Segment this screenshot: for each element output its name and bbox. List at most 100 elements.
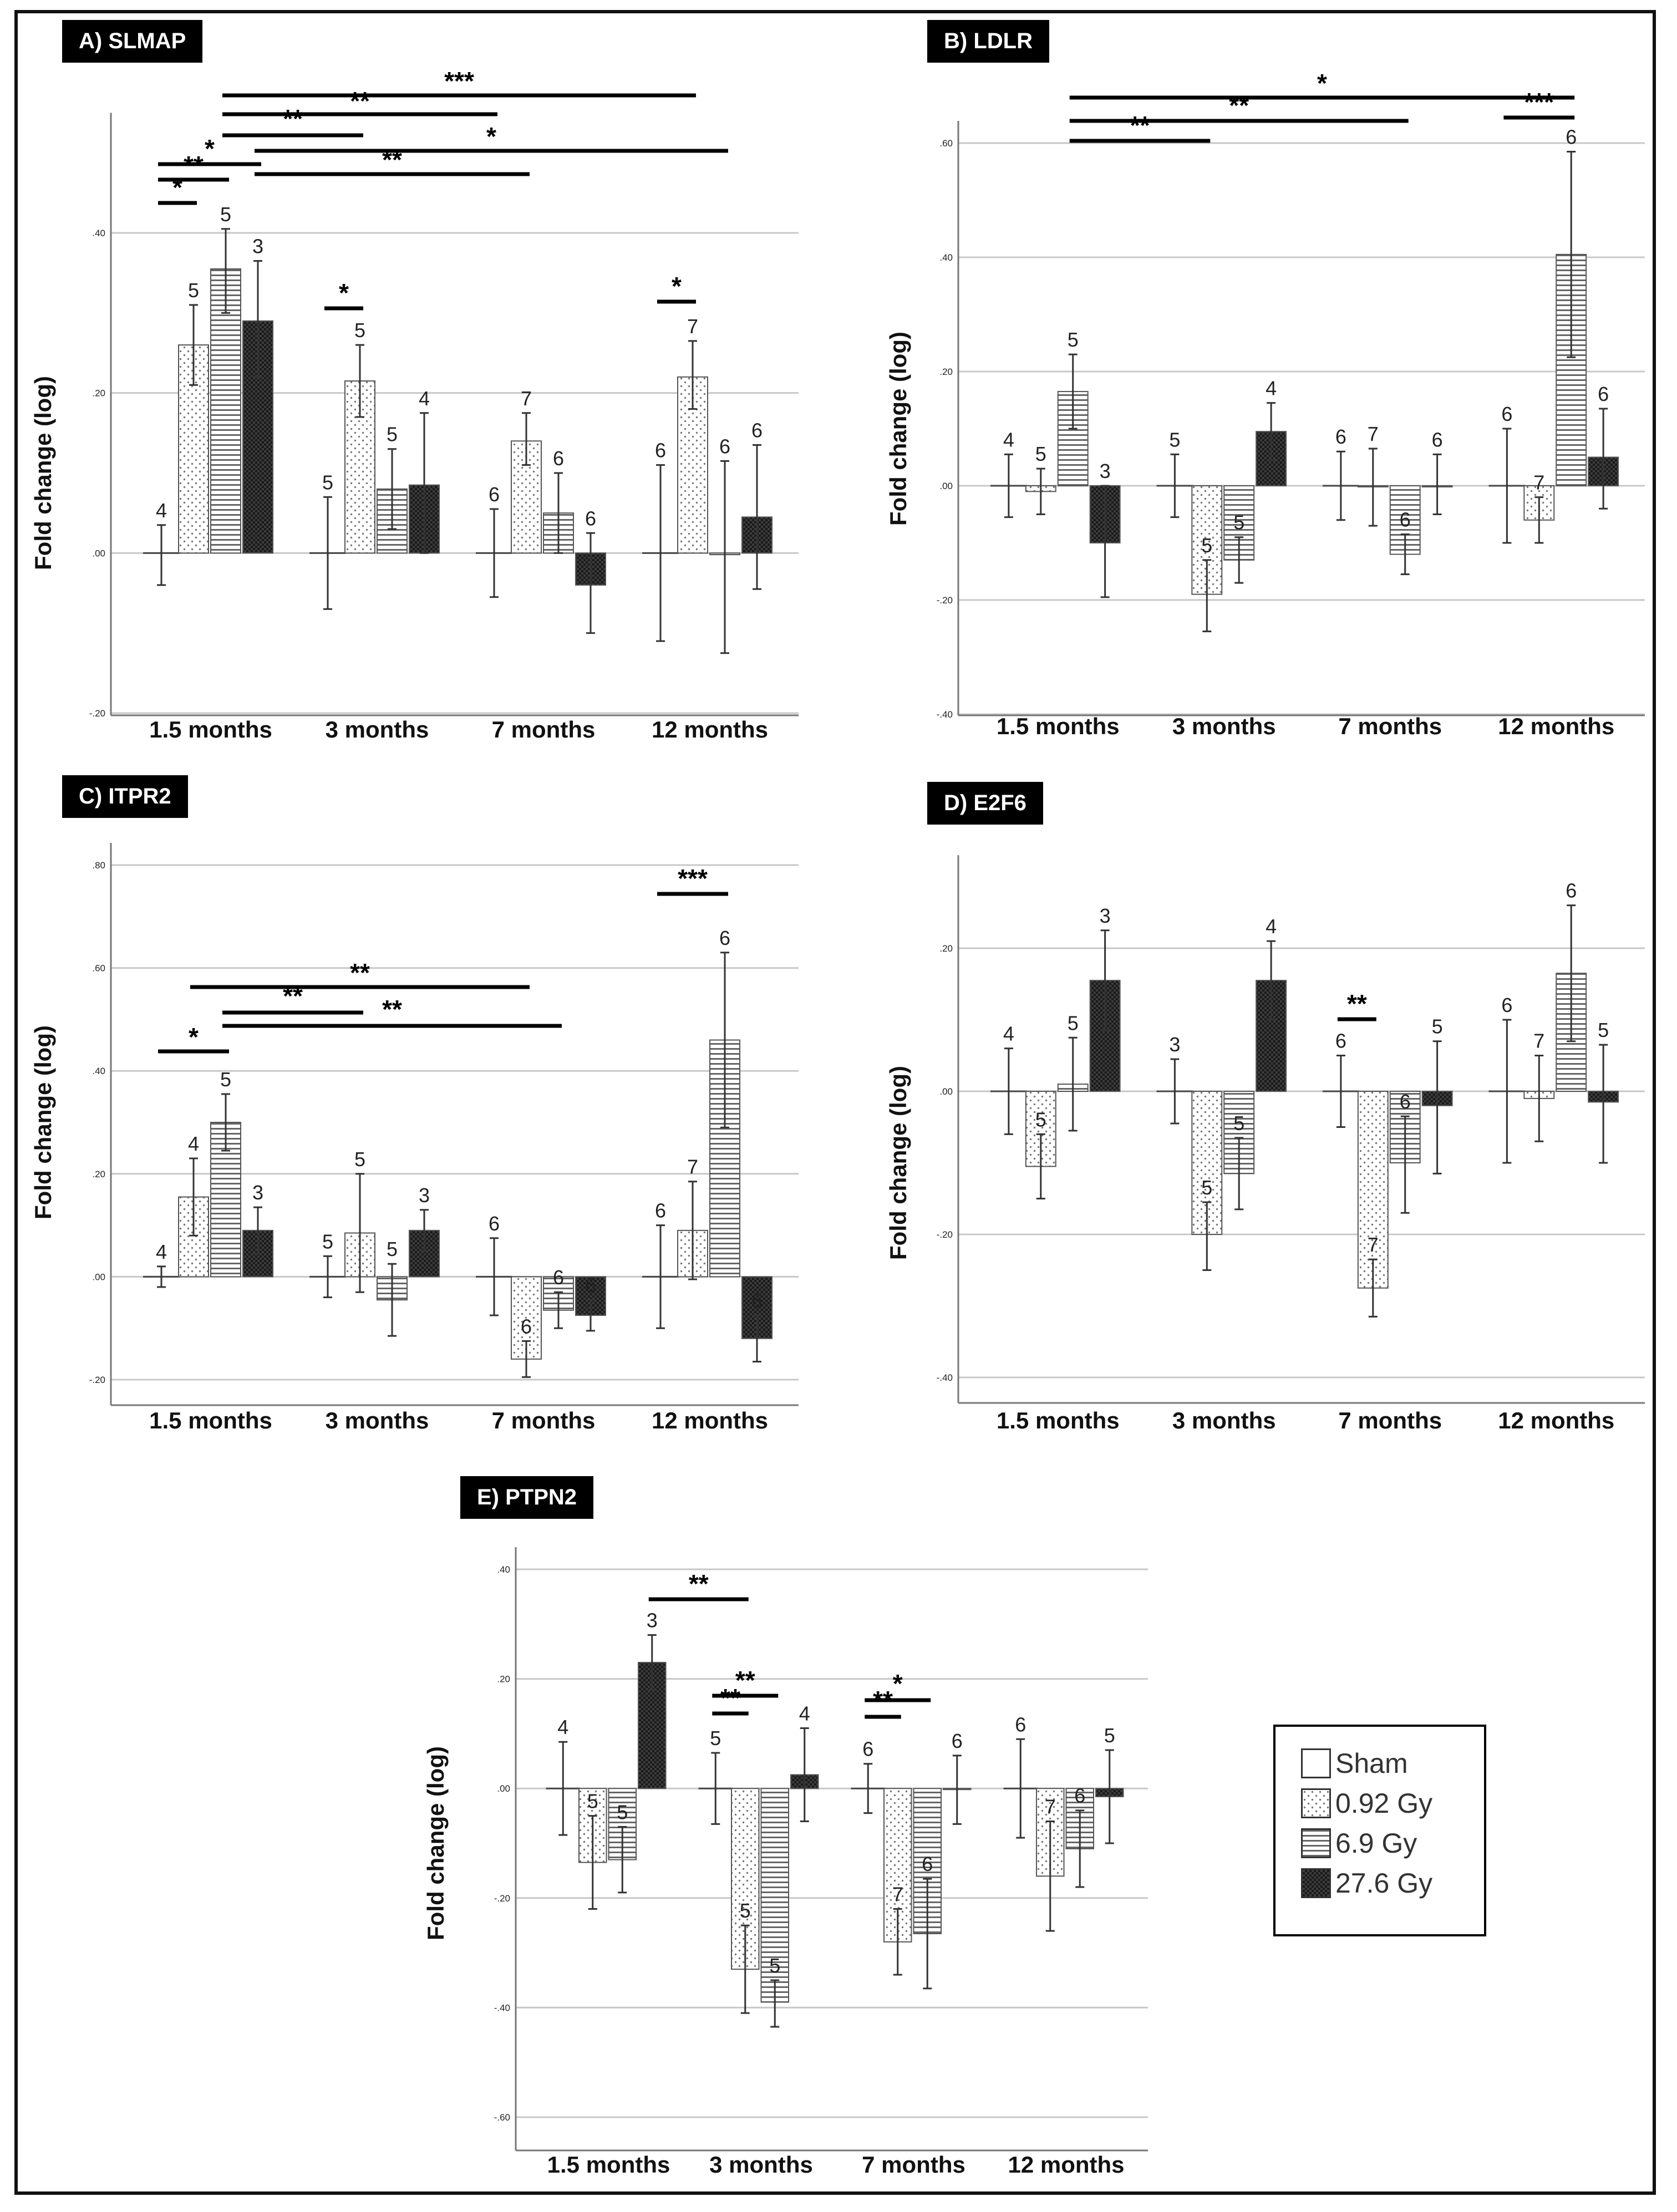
n-label: 6 — [922, 1853, 933, 1875]
significance-stars: * — [672, 272, 682, 301]
panel-e-title: E) PTPN2 — [460, 1476, 594, 1519]
category-label: 3 months — [326, 716, 429, 743]
significance-stars: * — [172, 173, 182, 202]
n-label: 4 — [156, 1240, 167, 1263]
category-label: 3 months — [326, 1407, 429, 1433]
bar-0-92-gy — [1191, 485, 1223, 595]
n-label: 5 — [354, 319, 365, 342]
panel-a-title: A) SLMAP — [62, 20, 203, 63]
y-axis-label: Fold change (log) — [30, 1025, 56, 1219]
n-label: 7 — [687, 315, 698, 338]
n-label: 6 — [1015, 1713, 1026, 1736]
n-label: 3 — [252, 1181, 263, 1204]
category-label: 7 months — [862, 2152, 965, 2178]
n-label: 6 — [1598, 383, 1609, 405]
y-tick-label: .40 — [92, 1066, 105, 1076]
category-label: 7 months — [492, 716, 596, 743]
n-label: 4 — [188, 1132, 199, 1155]
significance-stars: ** — [720, 1684, 740, 1712]
n-label: 6 — [521, 1315, 532, 1338]
n-label: 3 — [419, 1184, 430, 1207]
panel-b-title: B) LDLR — [927, 20, 1049, 63]
category-label: 7 months — [1338, 1407, 1442, 1433]
n-label: 5 — [617, 1801, 628, 1823]
n-label: 5 — [1201, 1176, 1212, 1199]
n-label: 4 — [419, 387, 430, 410]
n-label: 6 — [1400, 508, 1411, 531]
category-label: 1.5 months — [149, 1407, 272, 1433]
n-label: 6 — [952, 1730, 963, 1752]
y-tick-label: .60 — [939, 138, 953, 149]
panel-d-title: D) E2F6 — [927, 782, 1043, 825]
n-label: 4 — [156, 499, 167, 522]
panel-c-title: C) ITPR2 — [62, 775, 188, 818]
y-axis-label: Fold change (log) — [30, 376, 56, 570]
legend-item-0-92-gy: 0.92 Gy — [1301, 1787, 1432, 1820]
n-label: 6 — [862, 1738, 873, 1761]
n-label: 6 — [1501, 994, 1512, 1016]
y-tick-label: .00 — [939, 481, 953, 491]
n-label: 6 — [1432, 428, 1443, 451]
n-label: 5 — [1068, 1011, 1079, 1034]
y-tick-label: -.20 — [89, 708, 105, 719]
n-label: 7 — [521, 387, 532, 410]
y-tick-label: .40 — [939, 252, 953, 263]
n-label: 7 — [687, 1156, 698, 1178]
legend-item-6-9-gy: 6.9 Gy — [1301, 1827, 1417, 1860]
legend-label-27-6-gy: 27.6 Gy — [1335, 1868, 1433, 1899]
category-label: 3 months — [709, 2152, 813, 2178]
n-label: 5 — [188, 279, 199, 302]
significance-stars: * — [1317, 69, 1327, 98]
y-tick-label: .20 — [497, 1674, 510, 1685]
n-label: 5 — [322, 1230, 333, 1253]
n-label: 3 — [1100, 460, 1111, 482]
n-label: 3 — [1169, 1033, 1180, 1056]
n-label: 6 — [489, 1212, 500, 1235]
y-tick-label: -.20 — [937, 595, 953, 606]
n-label: 5 — [322, 471, 333, 494]
category-label: 7 months — [1338, 713, 1442, 739]
n-label: 5 — [387, 1238, 398, 1260]
legend-item-sham: Sham — [1301, 1747, 1408, 1780]
n-label: 7 — [1533, 471, 1544, 494]
n-label: 5 — [1068, 328, 1079, 351]
n-label: 3 — [1100, 904, 1111, 927]
n-label: 7 — [1533, 1030, 1544, 1052]
n-label: 6 — [655, 439, 666, 462]
n-label: 6 — [719, 927, 730, 949]
significance-stars: * — [893, 1669, 903, 1698]
n-label: 3 — [252, 235, 263, 258]
n-label: 4 — [1266, 915, 1277, 938]
n-label: 6 — [751, 419, 763, 441]
significance-stars: ** — [350, 958, 370, 987]
y-axis-label: Fold change (log) — [885, 1066, 911, 1260]
legend-swatch-0-92-gy — [1301, 1788, 1331, 1818]
y-tick-label: .80 — [92, 860, 105, 871]
significance-stars: ** — [350, 87, 370, 115]
n-label: 4 — [1266, 377, 1277, 400]
y-tick-label: .00 — [497, 1783, 510, 1794]
significance-stars: * — [339, 278, 349, 307]
y-tick-label: .60 — [92, 963, 105, 974]
n-label: 5 — [1035, 1108, 1046, 1131]
y-tick-label: -.40 — [494, 2002, 510, 2013]
y-tick-label: -.40 — [937, 709, 953, 720]
n-label: 7 — [1368, 423, 1379, 445]
bar-0-92-gy — [1357, 1091, 1389, 1289]
y-tick-label: .20 — [939, 943, 953, 954]
n-label: 5 — [1598, 1019, 1609, 1041]
n-label: 6 — [719, 435, 730, 457]
significance-stars: * — [486, 122, 496, 151]
y-tick-label: -.60 — [494, 2112, 510, 2123]
n-label: 6 — [585, 1274, 596, 1296]
legend-swatch-27-6-gy — [1301, 1868, 1331, 1898]
y-axis-label: Fold change (log) — [885, 332, 911, 526]
panel-e-chart: .40 .20 .00 -.20 -.40 -.60 Fold change (log) 1.… — [423, 1547, 1148, 2178]
category-label: 3 months — [1172, 713, 1276, 739]
category-label: 1.5 months — [547, 2152, 670, 2178]
panel-c-chart: .80 .60 .40 .20 .00 -.20 Fold change (log) 1.5 … — [30, 843, 799, 1433]
n-label: 5 — [740, 1899, 751, 1922]
legend-label-sham: Sham — [1335, 1748, 1408, 1779]
n-label: 6 — [1566, 125, 1577, 148]
significance-stars: ** — [1130, 111, 1150, 140]
